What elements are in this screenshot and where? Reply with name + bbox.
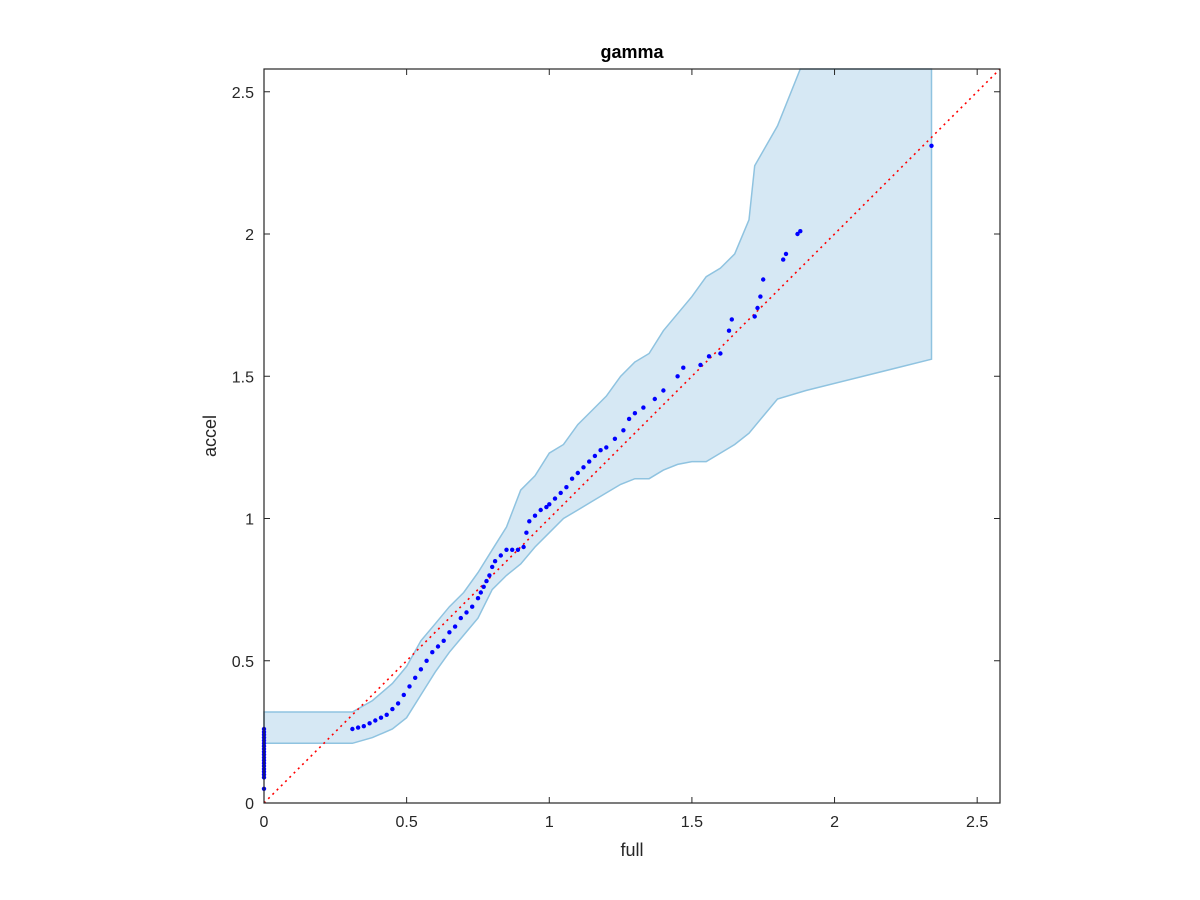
data-point bbox=[475, 596, 481, 601]
data-point bbox=[758, 294, 763, 299]
data-point bbox=[726, 328, 732, 333]
data-point bbox=[407, 684, 412, 689]
y-tick-label: 0 bbox=[245, 796, 254, 813]
data-point bbox=[355, 725, 361, 730]
x-tick-label: 1 bbox=[545, 814, 554, 831]
data-point bbox=[581, 465, 586, 470]
y-tick-label: 2 bbox=[245, 227, 254, 244]
data-point bbox=[544, 504, 549, 510]
data-point bbox=[527, 519, 532, 524]
data-point bbox=[641, 405, 646, 410]
data-point bbox=[430, 650, 435, 655]
data-point bbox=[632, 411, 638, 416]
x-axis-ticks: 0 0.5 1 1.5 2 2.5 bbox=[260, 69, 988, 831]
data-point bbox=[487, 573, 492, 578]
data-point bbox=[569, 476, 575, 481]
data-point bbox=[698, 362, 703, 368]
data-point bbox=[675, 374, 680, 379]
data-points bbox=[261, 143, 934, 791]
data-point bbox=[604, 445, 609, 450]
data-point bbox=[598, 448, 603, 453]
data-point bbox=[621, 428, 626, 433]
axes-box bbox=[263, 68, 1001, 804]
data-point bbox=[587, 459, 592, 464]
data-point bbox=[401, 692, 406, 698]
data-point bbox=[413, 675, 418, 680]
data-point bbox=[452, 624, 458, 629]
data-point bbox=[515, 547, 521, 552]
data-point bbox=[435, 644, 441, 649]
data-point bbox=[498, 553, 503, 558]
x-tick-label: 0 bbox=[260, 814, 269, 831]
data-point bbox=[470, 604, 475, 609]
y-tick-label: 1 bbox=[245, 512, 254, 529]
data-point bbox=[424, 658, 429, 663]
y-tick-label: 2.5 bbox=[232, 85, 254, 102]
data-point bbox=[361, 724, 366, 729]
data-point bbox=[524, 530, 529, 535]
data-point bbox=[564, 485, 569, 490]
x-tick-label: 1.5 bbox=[681, 814, 703, 831]
data-point bbox=[929, 143, 934, 148]
y-axis-ticks: 0 0.5 1 1.5 2 2.5 bbox=[232, 85, 1000, 813]
x-axis-title: full bbox=[620, 840, 643, 860]
plot-area: 0 0.5 1 1.5 2 2.5 0 0.5 1 1.5 2 2.5 bbox=[232, 68, 1001, 831]
data-point bbox=[592, 453, 598, 459]
data-point bbox=[552, 496, 558, 501]
data-point bbox=[447, 630, 452, 635]
data-point bbox=[798, 229, 803, 234]
data-point bbox=[492, 559, 498, 564]
y-tick-label: 0.5 bbox=[232, 654, 254, 671]
data-point bbox=[761, 277, 766, 282]
x-tick-label: 2 bbox=[830, 814, 839, 831]
data-point bbox=[752, 314, 757, 319]
y-axis-title: accel bbox=[200, 415, 220, 457]
data-point bbox=[490, 564, 495, 570]
x-tick-label: 0.5 bbox=[396, 814, 418, 831]
data-point bbox=[755, 305, 760, 311]
data-point bbox=[481, 584, 486, 589]
data-point bbox=[626, 416, 632, 422]
data-point bbox=[373, 718, 378, 723]
data-point bbox=[510, 547, 515, 552]
data-point bbox=[504, 547, 509, 552]
data-point bbox=[783, 251, 789, 257]
confidence-band bbox=[263, 68, 933, 745]
data-point bbox=[458, 615, 463, 621]
data-point bbox=[532, 513, 538, 518]
data-point bbox=[781, 257, 786, 262]
data-point bbox=[547, 502, 552, 507]
data-point bbox=[681, 365, 686, 370]
chart-title: gamma bbox=[600, 42, 664, 62]
data-point bbox=[395, 701, 401, 706]
data-point bbox=[464, 610, 469, 615]
y-tick-label: 1.5 bbox=[232, 369, 254, 386]
data-point bbox=[575, 470, 580, 476]
data-point bbox=[521, 544, 526, 550]
data-point bbox=[390, 706, 395, 712]
x-tick-label: 2.5 bbox=[966, 814, 988, 831]
data-point bbox=[538, 507, 543, 513]
data-point bbox=[367, 721, 372, 726]
data-point bbox=[612, 436, 618, 441]
data-point bbox=[384, 712, 389, 717]
data-point bbox=[484, 578, 489, 584]
data-point bbox=[441, 638, 446, 643]
data-point bbox=[652, 396, 657, 402]
data-point bbox=[718, 351, 723, 356]
data-point bbox=[478, 590, 483, 595]
data-point bbox=[558, 490, 563, 496]
data-point bbox=[378, 715, 384, 720]
data-point bbox=[795, 231, 800, 237]
data-point bbox=[418, 667, 424, 672]
data-point bbox=[661, 388, 666, 393]
data-point bbox=[350, 726, 355, 732]
data-point bbox=[729, 317, 734, 322]
data-point bbox=[706, 354, 712, 359]
